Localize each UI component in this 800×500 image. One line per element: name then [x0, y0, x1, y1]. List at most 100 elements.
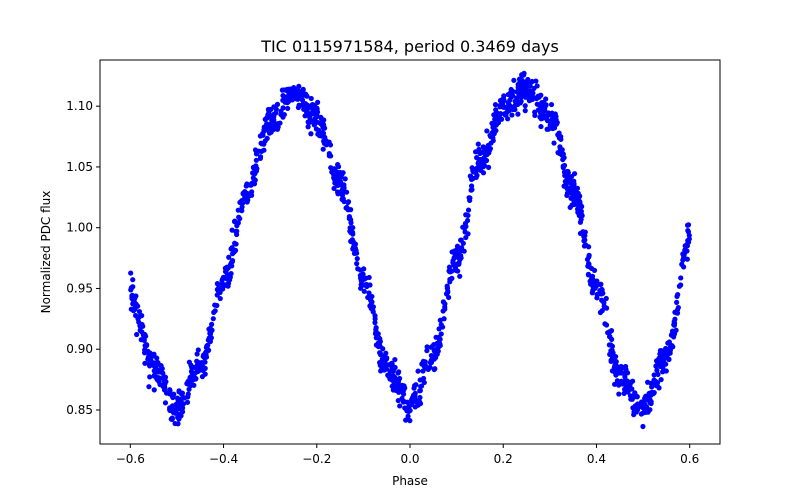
data-point [613, 353, 619, 360]
data-point [296, 102, 302, 108]
data-point [194, 364, 200, 370]
data-point [176, 416, 182, 422]
data-point [468, 187, 474, 193]
data-point [614, 378, 621, 384]
data-point [671, 322, 678, 328]
data-point [470, 175, 476, 182]
data-point [669, 328, 676, 334]
x-tick-label: −0.2 [302, 452, 331, 466]
data-point [479, 161, 486, 167]
y-tick-label: 0.85 [66, 403, 93, 417]
data-point [618, 363, 624, 370]
data-point [489, 130, 495, 136]
data-point [251, 181, 258, 187]
data-point [521, 72, 527, 78]
data-point [458, 237, 464, 243]
data-point [685, 227, 691, 234]
data-point [665, 340, 671, 346]
data-point [185, 381, 191, 387]
data-point [515, 101, 521, 108]
data-point [552, 111, 558, 117]
data-point [527, 88, 533, 94]
data-point [522, 103, 528, 109]
data-point [586, 261, 592, 267]
data-point [657, 351, 663, 357]
data-point [348, 220, 354, 226]
data-point [184, 399, 191, 405]
data-point [299, 97, 306, 103]
data-point [224, 266, 230, 273]
x-tick-label: −0.6 [116, 452, 145, 466]
data-point [642, 401, 648, 408]
data-point [335, 191, 341, 197]
data-point [599, 297, 605, 303]
data-points [128, 70, 692, 430]
data-point [169, 393, 176, 399]
data-point [372, 316, 378, 322]
data-point [660, 369, 666, 375]
data-point [200, 367, 206, 374]
data-point [407, 418, 413, 424]
data-point [146, 384, 152, 390]
data-point [315, 99, 321, 105]
data-point [340, 196, 346, 202]
data-point [229, 258, 236, 265]
data-point [212, 308, 218, 314]
data-point [253, 157, 259, 163]
data-point [308, 110, 314, 116]
data-point [247, 182, 253, 188]
data-point [389, 383, 395, 389]
data-point [562, 172, 568, 179]
data-point [515, 111, 521, 117]
data-point [674, 310, 680, 316]
data-point [625, 379, 631, 385]
data-point [449, 249, 455, 255]
data-point [444, 283, 450, 289]
data-point [417, 399, 423, 405]
data-point [501, 93, 507, 99]
data-point [308, 131, 314, 137]
data-point [330, 168, 336, 174]
data-point [250, 175, 256, 181]
data-point [206, 335, 212, 341]
data-point [675, 291, 681, 298]
data-point [386, 362, 392, 368]
data-point [345, 199, 351, 206]
data-point [233, 241, 239, 247]
data-point [492, 116, 498, 122]
data-point [579, 213, 585, 219]
data-point [505, 100, 511, 106]
data-point [210, 316, 216, 322]
data-point [511, 77, 517, 83]
data-point [136, 308, 143, 315]
data-point [577, 230, 584, 237]
data-point [566, 186, 573, 192]
data-point [467, 195, 473, 201]
data-point [445, 288, 451, 295]
data-point [558, 136, 564, 142]
data-point [144, 342, 150, 348]
data-point [522, 108, 528, 114]
data-point [590, 287, 596, 293]
data-point [264, 114, 270, 120]
data-point [657, 363, 663, 370]
x-tick-label: 0.0 [400, 452, 419, 466]
data-point [436, 336, 442, 342]
data-point [658, 377, 664, 383]
data-point [446, 294, 452, 301]
data-point [568, 179, 574, 185]
data-point [400, 391, 407, 397]
data-point [337, 173, 344, 179]
data-point [640, 423, 646, 430]
data-point [380, 346, 386, 352]
data-point [440, 308, 446, 314]
y-axis-label: Normalized PDC flux [39, 191, 53, 314]
data-point [581, 234, 587, 240]
data-point [476, 166, 483, 172]
data-point [130, 277, 136, 283]
data-point [551, 140, 557, 146]
data-point [379, 365, 385, 372]
data-point [424, 348, 430, 354]
data-point [227, 277, 233, 283]
data-point [560, 165, 566, 171]
